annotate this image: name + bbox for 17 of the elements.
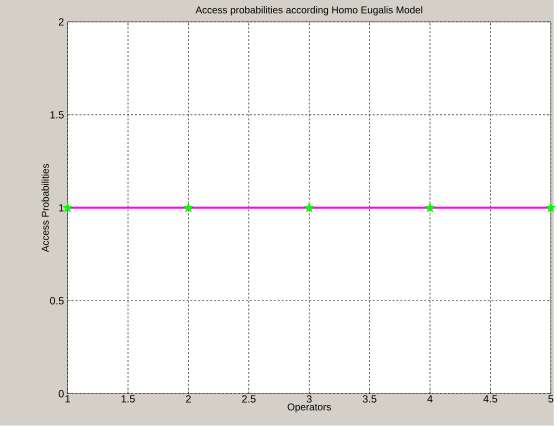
- x-tick-label: 4.5: [483, 395, 498, 403]
- y-axis-title: Access Probabilities: [42, 164, 49, 252]
- x-tick-label: 5: [548, 395, 554, 403]
- x-tick-label: 2.5: [242, 395, 256, 403]
- x-tick-label: 1.5: [122, 395, 135, 403]
- x-tick-label: 1: [66, 395, 70, 403]
- x-tick-label: 4: [427, 395, 433, 403]
- x-axis-title: Operators: [288, 404, 331, 413]
- x-tick-label: 3: [306, 395, 312, 403]
- x-tick-label: 3.5: [362, 395, 376, 403]
- y-tick-label: 0.5: [50, 297, 64, 305]
- y-tick-label: 0: [58, 390, 64, 398]
- y-tick-label: 2: [58, 18, 64, 26]
- chart-title: Access probabilities according Homo Eugalis Model: [196, 6, 422, 16]
- y-tick-label: 1.5: [50, 111, 64, 119]
- x-tick-label: 2: [186, 395, 191, 403]
- y-tick-label: 1: [59, 204, 64, 212]
